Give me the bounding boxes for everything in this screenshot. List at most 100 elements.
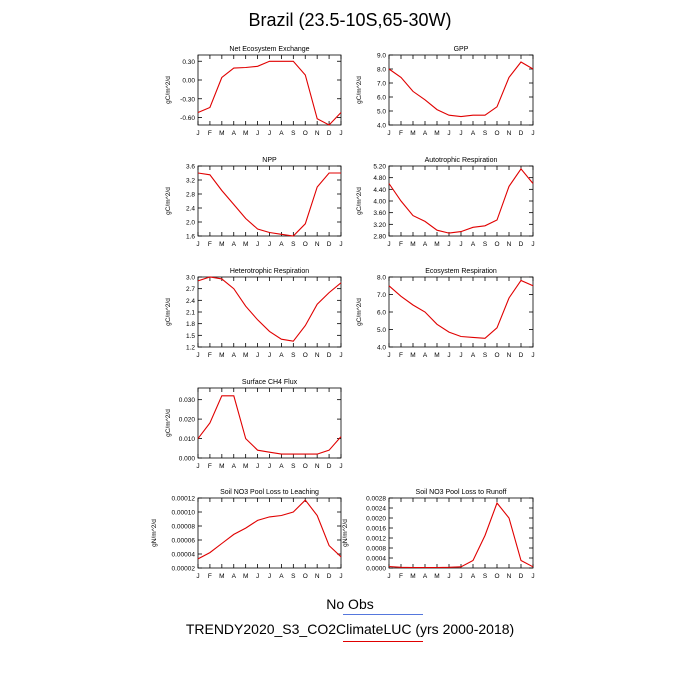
panel-title: Soil NO3 Pool Loss to Runoff [416,489,507,496]
y-axis-label: gC/m^2/d [165,76,172,104]
x-tick-label: S [483,130,488,137]
y-tick-label: 0.010 [179,436,196,443]
x-tick-label: S [291,463,296,470]
x-tick-label: J [268,573,271,580]
x-tick-label: A [423,352,428,359]
x-tick-label: D [519,573,524,580]
panel-frame [388,497,534,569]
y-tick-label: 6.0 [377,95,386,102]
x-tick-label: N [507,130,512,137]
y-tick-label: 0.0008 [366,546,386,553]
x-tick-label: S [483,241,488,248]
x-tick-label: M [243,463,248,470]
x-tick-label: O [494,130,499,137]
x-tick-label: J [459,573,462,580]
y-tick-label: -0.60 [180,115,195,122]
x-tick-label: J [268,241,271,248]
x-tick-label: S [291,573,296,580]
x-tick-label: N [507,352,512,359]
x-tick-label: J [387,352,390,359]
y-tick-label: 2.4 [186,298,195,305]
x-tick-label: A [471,573,476,580]
legend-model-label: TRENDY2020_S3_CO2ClimateLUC (yrs 2000-20… [185,621,515,637]
x-tick-label: D [519,130,524,137]
y-tick-label: 5.20 [373,164,386,171]
y-tick-label: 2.1 [186,310,195,317]
legend-obs-label: No Obs [326,596,374,612]
panel-4: Autotrophic Respiration gC/m^2/d 5.20 4.80 4… [356,157,535,248]
series-line [197,172,341,237]
y-tick-label: -0.30 [180,96,195,103]
x-tick-label: N [315,573,320,580]
x-tick-label: J [196,573,199,580]
y-tick-label: 2.80 [373,234,386,241]
x-tick-label: J [339,241,342,248]
x-tick-label: J [447,352,450,359]
y-tick-label: 8.0 [377,67,386,74]
x-tick-label: J [459,352,462,359]
x-tick-label: J [256,352,259,359]
panel-title: GPP [454,46,469,53]
y-axis-label: gC/m^2/d [165,298,172,326]
y-tick-label: 2.7 [186,286,195,293]
x-tick-label: J [256,463,259,470]
y-axis-label: gN/m^2/d [151,519,158,547]
x-tick-label: J [256,130,259,137]
x-tick-label: O [494,352,499,359]
y-tick-label: 4.0 [377,123,386,130]
x-tick-label: M [434,241,439,248]
panel-title: Autotrophic Respiration [425,157,498,164]
x-tick-label: F [399,130,403,137]
x-tick-label: N [315,241,320,248]
x-tick-label: M [434,573,439,580]
x-tick-label: S [483,352,488,359]
x-tick-label: M [243,130,248,137]
x-tick-label: M [410,130,415,137]
x-tick-label: S [291,241,296,248]
y-tick-label: 3.60 [373,210,386,217]
panel-frame [197,276,342,348]
x-tick-label: A [232,241,237,248]
x-tick-label: M [434,130,439,137]
y-tick-label: 1.2 [186,345,195,352]
x-tick-label: M [410,573,415,580]
x-tick-label: F [399,241,403,248]
x-tick-label: J [268,352,271,359]
y-tick-label: 0.00004 [172,552,196,559]
y-tick-label: 1.6 [186,234,195,241]
x-tick-label: N [507,573,512,580]
x-tick-label: A [232,463,237,470]
x-tick-label: J [447,241,450,248]
x-tick-label: A [279,241,284,248]
y-axis-label: gC/m^2/d [356,298,363,326]
y-tick-label: 0.000 [179,456,196,463]
x-tick-label: S [291,130,296,137]
y-tick-label: 7.0 [377,292,386,299]
x-tick-label: M [410,352,415,359]
x-tick-label: J [387,241,390,248]
x-tick-label: D [327,130,332,137]
x-tick-label: J [256,573,259,580]
panel-7: Surface CH4 Flux gC/m^2/d 0.030 0.020 0.010 0… [165,379,343,470]
x-tick-label: D [327,352,332,359]
series-line [197,60,342,126]
x-tick-label: J [268,463,271,470]
series-line [197,499,342,560]
x-tick-label: J [531,130,534,137]
y-tick-label: 0.0000 [366,566,386,573]
y-tick-label: 0.00012 [172,496,196,503]
x-tick-label: N [315,130,320,137]
x-tick-label: M [243,241,248,248]
x-tick-label: M [410,241,415,248]
y-tick-label: 0.0020 [366,516,386,523]
x-tick-label: O [303,130,308,137]
y-tick-label: 4.0 [377,345,386,352]
y-tick-label: 0.00008 [172,524,196,531]
x-tick-label: F [399,573,403,580]
y-axis-label: gC/m^2/d [165,187,172,215]
x-tick-label: A [279,573,284,580]
panel-frame [197,54,342,126]
x-tick-label: J [459,130,462,137]
panel-title: Soil NO3 Pool Loss to Leaching [220,489,319,496]
